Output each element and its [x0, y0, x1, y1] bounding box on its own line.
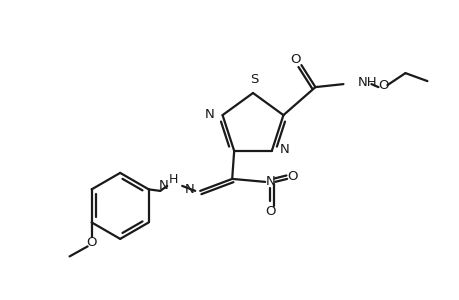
Text: N: N	[204, 108, 214, 121]
Text: N: N	[184, 183, 194, 196]
Text: N: N	[279, 143, 289, 156]
Text: N: N	[158, 179, 168, 192]
Text: O: O	[290, 52, 300, 66]
Text: O: O	[264, 206, 275, 218]
Text: H: H	[168, 173, 178, 186]
Text: N: N	[265, 176, 274, 188]
Text: O: O	[377, 79, 388, 92]
Text: NH: NH	[357, 76, 376, 88]
Text: S: S	[249, 73, 257, 86]
Text: O: O	[86, 236, 97, 249]
Text: O: O	[286, 170, 297, 183]
